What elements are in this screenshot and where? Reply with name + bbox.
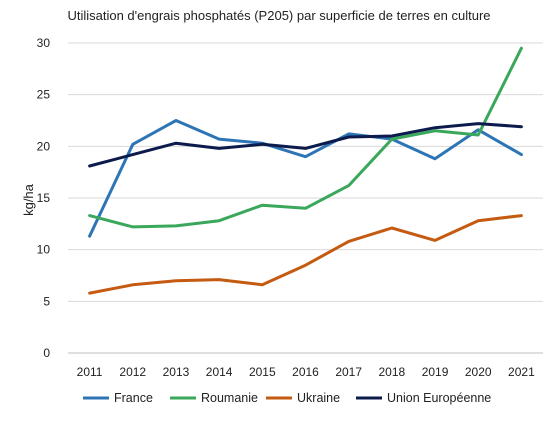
y-axis-ticks: 0 5 10 15 20 25 30	[37, 36, 51, 360]
legend: France Roumanie Ukraine Union Européenne	[83, 391, 491, 405]
legend-label-union-europeenne: Union Européenne	[387, 391, 491, 405]
x-tick-label: 2021	[508, 365, 535, 379]
series-line-union-europeenne	[88, 122, 523, 168]
series-line-ukraine	[88, 214, 523, 295]
x-tick-label: 2013	[163, 365, 190, 379]
legend-label-ukraine: Ukraine	[297, 391, 340, 405]
x-tick-label: 2014	[206, 365, 233, 379]
y-tick-label: 30	[37, 36, 51, 50]
legend-label-france: France	[114, 391, 153, 405]
x-tick-label: 2018	[379, 365, 406, 379]
x-tick-label: 2015	[249, 365, 276, 379]
series-line-france	[88, 119, 523, 238]
y-tick-label: 20	[37, 139, 51, 153]
x-tick-label: 2019	[422, 365, 449, 379]
x-tick-label: 2016	[292, 365, 319, 379]
gridlines	[68, 42, 543, 354]
y-tick-label: 5	[43, 294, 50, 308]
series-line-roumanie	[88, 46, 523, 229]
y-tick-label: 0	[43, 346, 50, 360]
x-tick-label: 2012	[119, 365, 146, 379]
x-axis-ticks: 2011 2012 2013 2014 2015 2016 2017 2018 2019 2020…	[77, 365, 535, 379]
y-tick-label: 15	[37, 191, 51, 205]
x-tick-label: 2017	[335, 365, 362, 379]
chart-title: Utilisation d'engrais phosphatés (P205) …	[67, 8, 490, 23]
y-axis-title: kg/ha	[21, 183, 36, 216]
y-tick-label: 10	[37, 243, 51, 257]
legend-label-roumanie: Roumanie	[201, 391, 258, 405]
y-tick-label: 25	[37, 88, 51, 102]
x-tick-label: 2020	[465, 365, 492, 379]
series-lines	[88, 46, 523, 295]
x-tick-label: 2011	[77, 365, 103, 379]
